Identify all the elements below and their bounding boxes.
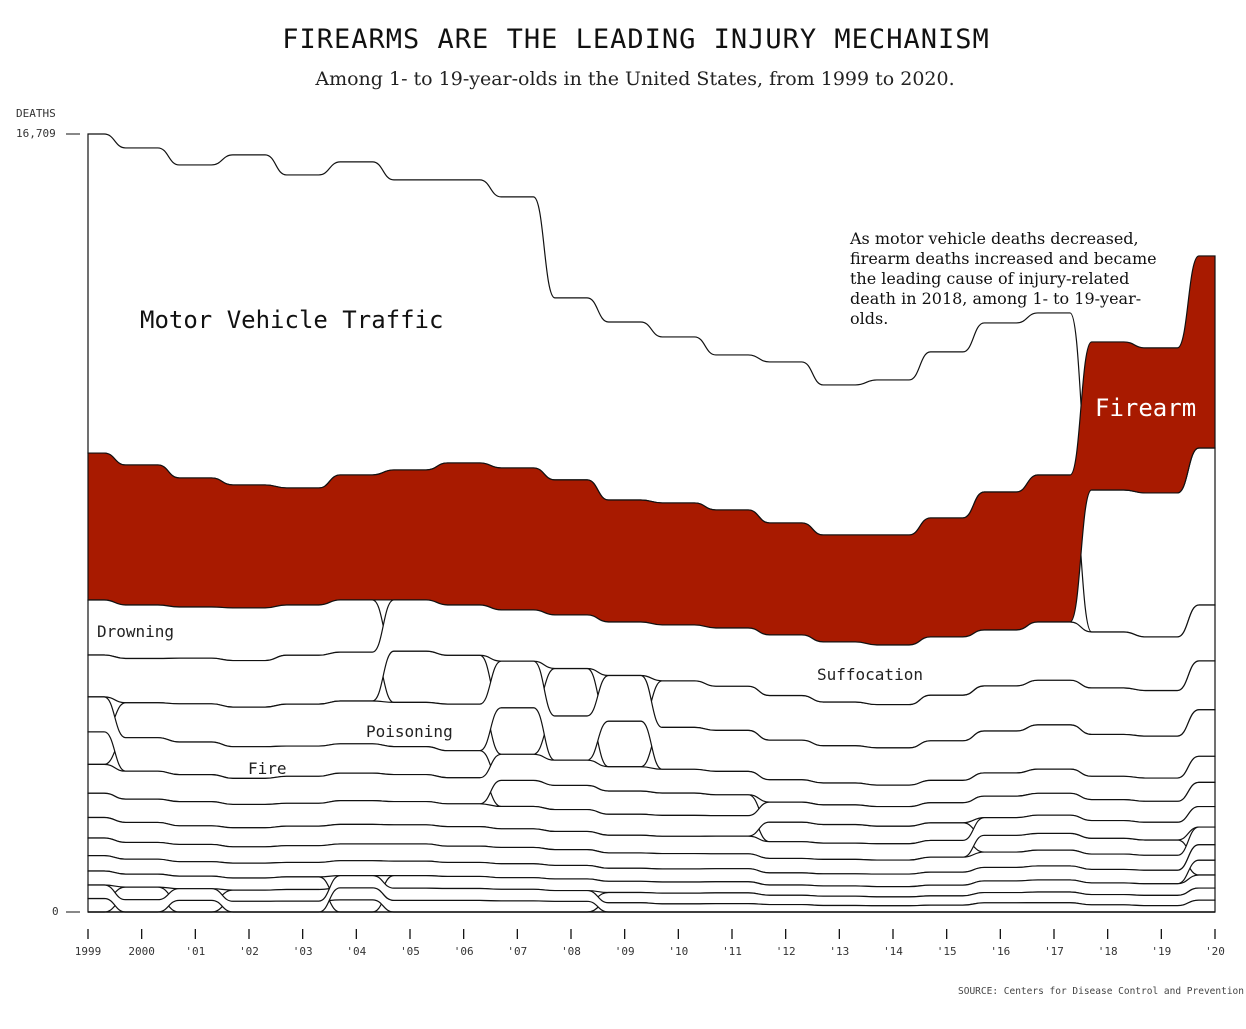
x-tick-label: '17 xyxy=(1044,945,1064,958)
x-tick-label: '18 xyxy=(1098,945,1118,958)
x-tick-label: '02 xyxy=(239,945,259,958)
x-tick-label: '06 xyxy=(454,945,474,958)
x-tick-label: 1999 xyxy=(75,945,102,958)
x-tick-label: '14 xyxy=(883,945,903,958)
x-tick-label: '05 xyxy=(400,945,420,958)
x-tick-label: '09 xyxy=(615,945,635,958)
x-tick-label: '11 xyxy=(722,945,742,958)
x-tick-label: '04 xyxy=(346,945,366,958)
area-suffocation xyxy=(87,599,1216,708)
chart-title: FIREARMS ARE THE LEADING INJURY MECHANIS… xyxy=(282,24,990,55)
y-tick-label-max: 16,709 xyxy=(16,127,56,140)
series-label: Drowning xyxy=(97,622,174,641)
y-tick-label-zero: 0 xyxy=(52,905,59,918)
x-tick-label: '08 xyxy=(561,945,581,958)
series-label: Motor Vehicle Traffic xyxy=(140,306,443,334)
series-label: Suffocation xyxy=(817,665,923,684)
series-label: Poisoning xyxy=(366,722,453,741)
series-label: Firearm xyxy=(1095,394,1196,422)
annotation: As motor vehicle deaths decreased, firea… xyxy=(850,229,1157,328)
y-axis-label: DEATHS xyxy=(16,107,56,120)
x-tick-label: '10 xyxy=(668,945,688,958)
x-tick-label: '20 xyxy=(1205,945,1225,958)
x-tick-label: '07 xyxy=(507,945,527,958)
x-tick-label: '13 xyxy=(829,945,849,958)
x-tick-label: 2000 xyxy=(128,945,155,958)
chart-subtitle: Among 1- to 19-year-olds in the United S… xyxy=(315,68,955,90)
x-tick-label: '01 xyxy=(185,945,205,958)
source-note: SOURCE: Centers for Disease Control and … xyxy=(958,986,1244,997)
x-tick-label: '15 xyxy=(937,945,957,958)
x-tick-label: '12 xyxy=(776,945,796,958)
x-tick-label: '03 xyxy=(293,945,313,958)
series-label: Fire xyxy=(248,759,287,778)
x-tick-label: '19 xyxy=(1151,945,1171,958)
x-tick-label: '16 xyxy=(990,945,1010,958)
